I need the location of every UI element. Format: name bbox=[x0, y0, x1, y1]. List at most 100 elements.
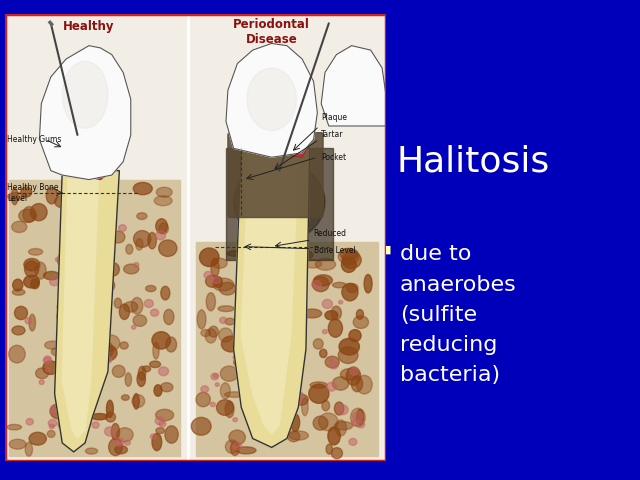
Ellipse shape bbox=[108, 263, 120, 276]
Ellipse shape bbox=[25, 442, 33, 456]
Ellipse shape bbox=[99, 345, 117, 361]
Ellipse shape bbox=[264, 386, 284, 402]
Ellipse shape bbox=[102, 335, 120, 351]
Ellipse shape bbox=[241, 327, 248, 339]
Ellipse shape bbox=[298, 313, 306, 321]
Ellipse shape bbox=[218, 306, 234, 312]
Ellipse shape bbox=[270, 386, 287, 399]
Ellipse shape bbox=[287, 294, 307, 304]
Ellipse shape bbox=[201, 329, 211, 336]
Ellipse shape bbox=[86, 235, 100, 249]
Ellipse shape bbox=[285, 310, 289, 313]
Ellipse shape bbox=[124, 264, 139, 274]
Ellipse shape bbox=[266, 262, 277, 275]
Polygon shape bbox=[321, 46, 386, 126]
Ellipse shape bbox=[319, 413, 338, 431]
Ellipse shape bbox=[205, 329, 216, 343]
Text: Halitosis: Halitosis bbox=[396, 144, 550, 178]
Ellipse shape bbox=[341, 257, 356, 273]
Ellipse shape bbox=[35, 262, 46, 279]
Ellipse shape bbox=[145, 286, 156, 292]
Ellipse shape bbox=[80, 425, 86, 442]
Ellipse shape bbox=[86, 223, 100, 230]
Ellipse shape bbox=[323, 330, 327, 334]
Ellipse shape bbox=[225, 392, 244, 397]
Ellipse shape bbox=[351, 408, 365, 427]
Ellipse shape bbox=[25, 318, 32, 324]
Ellipse shape bbox=[63, 215, 74, 224]
Ellipse shape bbox=[331, 306, 341, 320]
Ellipse shape bbox=[234, 358, 242, 366]
Ellipse shape bbox=[29, 249, 43, 255]
Text: reducing: reducing bbox=[400, 335, 497, 355]
Ellipse shape bbox=[322, 300, 332, 308]
FancyBboxPatch shape bbox=[228, 132, 323, 217]
Text: Bone Level: Bone Level bbox=[314, 247, 355, 255]
Ellipse shape bbox=[45, 368, 51, 372]
Polygon shape bbox=[54, 126, 119, 180]
Ellipse shape bbox=[46, 187, 58, 204]
Ellipse shape bbox=[26, 419, 33, 425]
Ellipse shape bbox=[92, 301, 101, 309]
Ellipse shape bbox=[156, 231, 166, 240]
Ellipse shape bbox=[36, 368, 49, 379]
Ellipse shape bbox=[92, 414, 108, 420]
Ellipse shape bbox=[9, 345, 25, 363]
Polygon shape bbox=[234, 148, 310, 447]
Ellipse shape bbox=[353, 316, 369, 328]
Ellipse shape bbox=[24, 258, 40, 271]
Ellipse shape bbox=[92, 332, 109, 342]
Ellipse shape bbox=[261, 394, 273, 404]
Ellipse shape bbox=[31, 279, 39, 289]
Ellipse shape bbox=[120, 342, 128, 349]
Ellipse shape bbox=[339, 300, 343, 304]
Ellipse shape bbox=[161, 383, 173, 392]
Ellipse shape bbox=[86, 448, 98, 454]
Ellipse shape bbox=[287, 431, 300, 442]
Ellipse shape bbox=[266, 278, 271, 283]
Ellipse shape bbox=[69, 277, 81, 289]
Ellipse shape bbox=[19, 209, 36, 222]
Ellipse shape bbox=[67, 377, 83, 387]
Ellipse shape bbox=[259, 283, 266, 289]
Ellipse shape bbox=[80, 189, 92, 199]
Ellipse shape bbox=[233, 356, 237, 360]
Ellipse shape bbox=[220, 366, 238, 381]
Ellipse shape bbox=[314, 275, 332, 286]
Text: (sulfite: (sulfite bbox=[400, 305, 477, 325]
Ellipse shape bbox=[62, 61, 108, 128]
Ellipse shape bbox=[156, 409, 173, 421]
Ellipse shape bbox=[230, 442, 239, 456]
Ellipse shape bbox=[93, 260, 108, 269]
Ellipse shape bbox=[115, 445, 127, 454]
Polygon shape bbox=[226, 43, 317, 157]
Ellipse shape bbox=[292, 394, 308, 405]
Text: Pocket: Pocket bbox=[321, 153, 346, 162]
Ellipse shape bbox=[77, 417, 84, 422]
Ellipse shape bbox=[50, 404, 68, 419]
Ellipse shape bbox=[29, 314, 36, 331]
Ellipse shape bbox=[45, 341, 61, 349]
Ellipse shape bbox=[12, 221, 27, 232]
Ellipse shape bbox=[47, 431, 55, 437]
Ellipse shape bbox=[72, 234, 90, 240]
Ellipse shape bbox=[106, 412, 116, 422]
Ellipse shape bbox=[277, 429, 283, 434]
Ellipse shape bbox=[271, 274, 290, 284]
Ellipse shape bbox=[90, 240, 100, 252]
Ellipse shape bbox=[349, 368, 358, 375]
Ellipse shape bbox=[319, 349, 327, 358]
Ellipse shape bbox=[288, 288, 296, 304]
Ellipse shape bbox=[328, 358, 333, 361]
Ellipse shape bbox=[308, 384, 329, 403]
Ellipse shape bbox=[134, 263, 139, 267]
Ellipse shape bbox=[238, 333, 254, 350]
Ellipse shape bbox=[356, 375, 372, 394]
Ellipse shape bbox=[56, 257, 61, 262]
Ellipse shape bbox=[328, 427, 340, 445]
Ellipse shape bbox=[156, 187, 172, 197]
Ellipse shape bbox=[64, 374, 81, 382]
Text: bacteria): bacteria) bbox=[400, 365, 500, 385]
Ellipse shape bbox=[356, 310, 364, 319]
Ellipse shape bbox=[57, 312, 72, 321]
